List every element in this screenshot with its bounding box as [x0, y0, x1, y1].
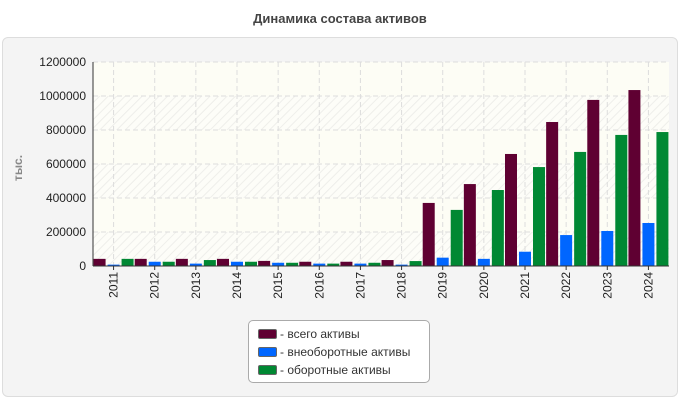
bar: [601, 230, 614, 266]
bar: [505, 153, 517, 266]
bar: [327, 263, 340, 266]
x-tick-label: 2022: [559, 272, 573, 299]
grid-band: [93, 130, 669, 164]
bar: [628, 90, 641, 266]
y-tick-label: 400000: [46, 191, 86, 205]
legend-item: - всего активы: [258, 325, 429, 343]
bar: [477, 258, 490, 266]
legend-label: - оборотные активы: [280, 363, 391, 377]
y-tick-label: 200000: [46, 225, 86, 239]
bar: [175, 258, 188, 266]
x-tick-label: 2013: [189, 272, 203, 299]
legend: - всего активы - внеоборотные активы - обо…: [248, 320, 430, 383]
y-axis-label: тыс.: [11, 155, 25, 181]
bar: [286, 262, 299, 266]
bar: [560, 235, 573, 266]
bar: [574, 151, 587, 266]
legend-label: - всего активы: [280, 327, 360, 341]
bar: [107, 264, 120, 266]
x-tick-label: 2019: [436, 272, 450, 299]
bar: [546, 122, 559, 266]
bar: [189, 263, 202, 266]
x-tick-label: 2018: [395, 272, 409, 299]
x-tick-label: 2014: [230, 272, 244, 299]
bar: [162, 261, 175, 266]
bar: [463, 184, 476, 266]
x-tick-label: 2017: [353, 272, 367, 299]
y-tick-label: 1000000: [39, 89, 86, 103]
bar: [422, 202, 435, 266]
bar: [656, 132, 669, 266]
bar: [409, 261, 422, 266]
bar: [258, 260, 271, 266]
bar: [533, 167, 545, 266]
x-tick-label: 2011: [107, 272, 121, 298]
y-tick-label: 800000: [46, 123, 86, 137]
bar: [245, 261, 257, 266]
bar: [148, 261, 161, 266]
x-tick-label: 2016: [312, 272, 326, 299]
y-tick-label: 1200000: [39, 55, 86, 69]
x-tick-label: 2021: [518, 272, 532, 299]
bar: [354, 263, 367, 266]
grid-band: [93, 62, 669, 96]
bar: [231, 261, 243, 266]
legend-label: - внеоборотные активы: [280, 345, 411, 359]
bar: [395, 264, 408, 266]
bar: [615, 134, 628, 266]
bar: [93, 258, 106, 266]
y-tick-label: 600000: [46, 157, 86, 171]
legend-swatch: [258, 329, 277, 339]
legend-swatch: [258, 347, 277, 357]
legend-item: - внеоборотные активы: [258, 343, 429, 361]
bar: [272, 262, 285, 266]
bar: [436, 257, 449, 266]
x-tick-label: 2012: [148, 272, 162, 299]
bar: [368, 262, 381, 266]
bar: [381, 260, 394, 266]
bar: [519, 251, 531, 266]
bar: [134, 258, 147, 266]
bar: [450, 209, 463, 266]
bar: [203, 260, 216, 266]
bar: [642, 222, 655, 266]
y-tick-label: 0: [79, 259, 86, 273]
bar: [313, 263, 326, 266]
x-tick-label: 2024: [641, 272, 655, 299]
x-tick-label: 2023: [600, 272, 614, 299]
bar: [491, 190, 504, 266]
grid-band: [93, 198, 669, 232]
x-tick-label: 2015: [271, 272, 285, 299]
bar: [299, 261, 312, 266]
bar: [587, 99, 600, 266]
bar: [340, 261, 353, 266]
bar: [121, 258, 134, 266]
bar: [217, 258, 229, 266]
x-tick-label: 2020: [477, 272, 491, 299]
legend-item: - оборотные активы: [258, 361, 429, 379]
chart-title: Динамика состава активов: [253, 11, 427, 26]
legend-swatch: [258, 365, 277, 375]
